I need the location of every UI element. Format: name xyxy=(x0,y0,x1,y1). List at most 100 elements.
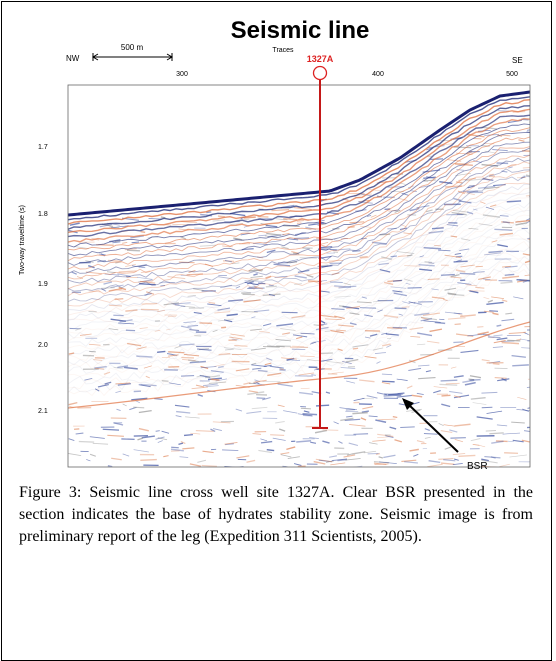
reflector xyxy=(362,407,373,409)
reflector xyxy=(107,272,116,273)
y-tick-label: 1.9 xyxy=(38,281,48,288)
site-label: 1327A xyxy=(307,54,334,64)
reflector xyxy=(266,286,277,287)
reflector xyxy=(249,391,258,393)
reflector xyxy=(441,380,458,381)
reflector xyxy=(188,326,199,327)
y-tick-label: 2.0 xyxy=(38,342,48,349)
reflector xyxy=(434,387,447,389)
left-label: NW xyxy=(66,54,80,63)
reflector xyxy=(530,463,547,465)
reflector xyxy=(326,392,330,393)
reflector xyxy=(69,403,78,405)
reflector xyxy=(163,456,168,457)
reflector xyxy=(423,448,427,449)
reflector xyxy=(399,314,403,315)
reflector xyxy=(338,325,353,326)
reflector xyxy=(341,368,356,369)
reflector xyxy=(412,395,422,396)
reflector xyxy=(509,455,526,457)
reflector xyxy=(338,441,342,443)
reflector xyxy=(465,383,476,385)
reflector xyxy=(267,450,274,451)
reflector xyxy=(400,427,414,428)
reflector xyxy=(171,449,184,451)
reflector xyxy=(119,271,137,272)
reflector xyxy=(294,464,301,466)
reflector xyxy=(378,419,395,420)
reflector xyxy=(404,462,418,463)
reflector xyxy=(527,129,532,130)
y-axis-label: Two-way traveltime (s) xyxy=(19,205,26,275)
reflector xyxy=(513,297,523,299)
reflector xyxy=(427,341,439,343)
reflector xyxy=(364,451,376,453)
reflector xyxy=(176,416,182,417)
reflector xyxy=(68,453,81,455)
reflector xyxy=(386,334,399,335)
reflector xyxy=(133,407,144,408)
reflector xyxy=(497,245,508,247)
reflector xyxy=(430,329,442,331)
reflector xyxy=(530,344,547,346)
reflector xyxy=(144,366,152,368)
reflector xyxy=(139,429,149,431)
reflector xyxy=(371,215,377,217)
reflector xyxy=(76,433,84,434)
reflector xyxy=(334,296,350,297)
reflector xyxy=(175,405,189,407)
reflector xyxy=(418,365,429,366)
x-tick-label: 500 xyxy=(506,71,518,78)
reflector xyxy=(499,464,509,466)
reflector xyxy=(460,350,478,352)
reflector xyxy=(461,239,470,241)
reflector xyxy=(320,291,329,292)
reflector xyxy=(140,460,157,461)
reflector xyxy=(505,274,515,275)
reflector xyxy=(90,437,105,439)
reflector xyxy=(488,337,500,338)
reflector xyxy=(258,450,272,452)
reflector xyxy=(482,360,490,361)
reflector xyxy=(236,409,242,411)
reflector xyxy=(260,439,267,441)
reflector xyxy=(183,322,196,323)
reflector xyxy=(529,273,543,274)
reflector xyxy=(295,276,307,278)
reflector xyxy=(390,427,397,429)
reflector xyxy=(213,220,226,221)
reflector xyxy=(332,372,344,373)
reflector xyxy=(375,353,386,354)
reflector xyxy=(491,441,503,443)
reflector xyxy=(364,315,373,317)
reflector xyxy=(251,276,263,277)
reflector xyxy=(425,429,430,431)
reflector xyxy=(123,454,129,456)
scale-label: 500 m xyxy=(121,43,144,52)
reflector xyxy=(424,434,438,435)
reflector xyxy=(207,304,221,306)
reflector xyxy=(193,289,204,291)
reflector xyxy=(454,147,471,148)
reflector xyxy=(139,411,152,413)
reflector xyxy=(491,297,504,299)
reflector xyxy=(90,454,96,456)
reflector xyxy=(458,455,475,456)
reflector xyxy=(473,444,480,445)
reflector xyxy=(270,435,284,436)
reflector xyxy=(103,429,119,430)
reflector xyxy=(246,411,261,413)
reflector xyxy=(72,272,77,274)
reflector xyxy=(397,379,408,380)
reflector xyxy=(512,365,529,366)
reflector xyxy=(310,442,316,443)
reflector xyxy=(383,455,395,457)
reflector xyxy=(359,380,374,382)
reflector xyxy=(374,464,388,465)
reflector xyxy=(257,398,266,399)
reflector xyxy=(185,417,199,418)
reflector xyxy=(218,216,225,217)
reflector xyxy=(280,453,289,454)
reflector xyxy=(369,443,377,445)
